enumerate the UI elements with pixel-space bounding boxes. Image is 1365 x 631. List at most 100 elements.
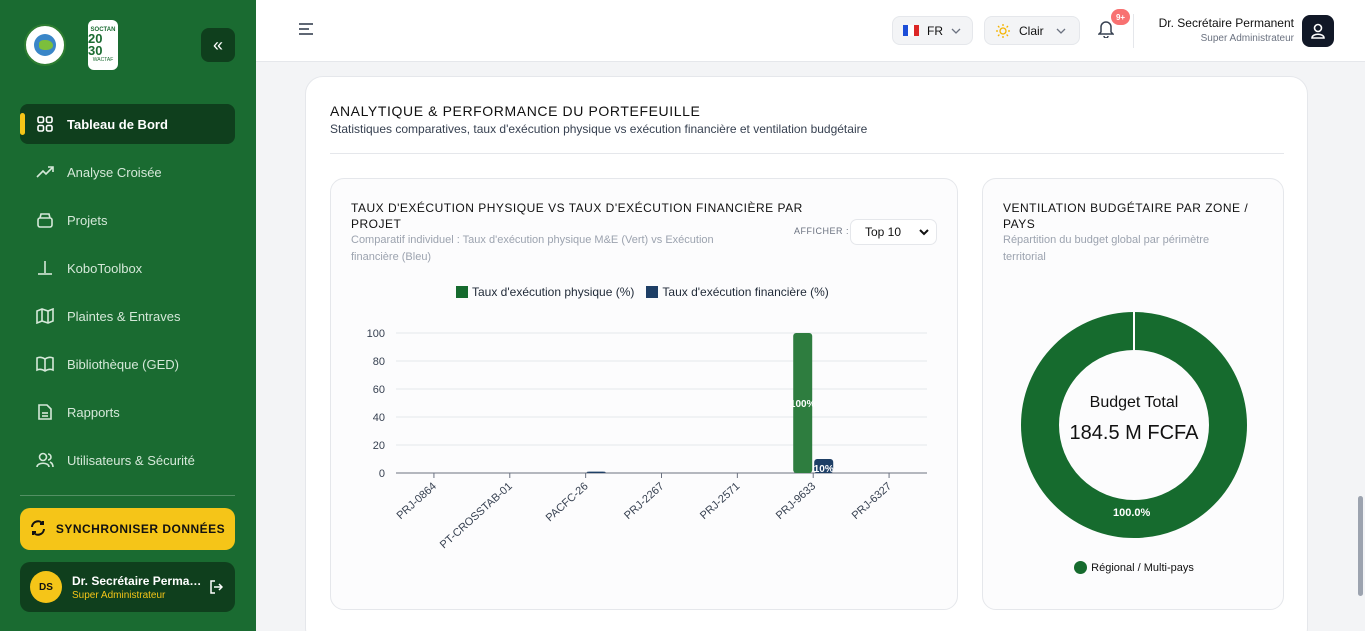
y-tick-label: 80	[373, 356, 385, 368]
x-tick-label: PRJ-0864	[395, 480, 439, 522]
bar	[793, 333, 813, 473]
donut-chart	[1021, 312, 1247, 538]
sidebar-item-label: Tableau de Bord	[67, 116, 168, 132]
legend-label: Taux d'exécution physique (%)	[472, 285, 635, 299]
sidebar-item-label: Analyse Croisée	[67, 164, 162, 180]
map-icon	[36, 307, 54, 325]
x-tick-label: PRJ-2571	[698, 480, 742, 522]
sidebar-item-label: KoboToolbox	[67, 260, 143, 276]
afficher-label: AFFICHER :	[794, 226, 850, 236]
top-n-select[interactable]: Top 10	[850, 219, 937, 245]
logout-icon[interactable]	[207, 578, 225, 596]
bar-card-title-line1: TAUX D'EXÉCUTION PHYSIQUE VS TAUX D'EXÉC…	[351, 201, 803, 215]
execution-chart-card: TAUX D'EXÉCUTION PHYSIQUE VS TAUX D'EXÉC…	[330, 178, 958, 610]
x-tick-label: PRJ-2267	[622, 480, 666, 522]
sidebar-item-label: Utilisateurs & Sécurité	[67, 452, 195, 468]
x-tick-label: PRJ-9633	[774, 480, 818, 522]
chart-legend: Taux d'exécution physique (%) Taux d'exé…	[456, 285, 829, 299]
sidebar-user-card: DS Dr. Secrétaire Permanent Super Admini…	[20, 562, 235, 612]
sidebar-item-label: Bibliothèque (GED)	[67, 356, 179, 372]
donut-legend[interactable]: Régional / Multi-pays	[983, 561, 1285, 574]
sync-icon	[30, 519, 46, 539]
user-name: Dr. Secrétaire Permanent	[72, 573, 207, 588]
sidebar-item-rapports[interactable]: Rapports	[20, 392, 235, 432]
logo-bot-text: WACTAF	[92, 57, 114, 63]
france-flag-icon	[903, 25, 919, 36]
tool-icon	[36, 259, 54, 277]
y-tick-label: 100	[367, 328, 385, 340]
x-tick-label: PRJ-6327	[850, 480, 894, 522]
x-tick-label: PT-CROSSTAB-01	[438, 480, 515, 551]
topbar-user[interactable]: Dr. Secrétaire Permanent Super Administr…	[1159, 16, 1294, 44]
sync-data-button[interactable]: SYNCHRONISER DONNÉES	[20, 508, 235, 550]
donut-card-subtitle-line1: Répartition du budget global par périmèt…	[1003, 234, 1210, 246]
legend-item-physique[interactable]: Taux d'exécution physique (%)	[456, 285, 634, 299]
topbar-divider	[1133, 14, 1134, 48]
sidebar-item-label: Plaintes & Entraves	[67, 308, 181, 324]
panel-subtitle: Statistiques comparatives, taux d'exécut…	[330, 122, 868, 136]
sync-label: SYNCHRONISER DONNÉES	[55, 522, 226, 536]
y-tick-label: 0	[379, 468, 385, 480]
grid-icon	[36, 115, 54, 133]
sidebar-item-tableau-de-bord[interactable]: Tableau de Bord	[20, 104, 235, 144]
legend-swatch	[646, 286, 659, 298]
legend-label: Taux d'exécution financière (%)	[662, 285, 829, 299]
topbar-user-role: Super Administrateur	[1200, 33, 1294, 44]
theme-select[interactable]: Clair	[984, 16, 1080, 45]
legend-label: Régional / Multi-pays	[1091, 561, 1194, 574]
donut-card-title: VENTILATION BUDGÉTAIRE PAR ZONE / PAYS	[1003, 200, 1248, 232]
language-value: FR	[927, 23, 943, 38]
logo-top-text: SOCTAN	[90, 27, 116, 33]
collapse-sidebar-button[interactable]: «	[201, 28, 235, 62]
donut-card-title-line1: VENTILATION BUDGÉTAIRE PAR ZONE /	[1003, 201, 1249, 215]
bar-card-title: TAUX D'EXÉCUTION PHYSIQUE VS TAUX D'EXÉC…	[351, 200, 803, 232]
bar	[814, 459, 834, 473]
x-tick-label: PACFC-26	[544, 480, 591, 524]
sidebar-divider	[20, 495, 235, 496]
y-tick-label: 20	[373, 440, 385, 452]
donut-card-subtitle-line2: territorial	[1003, 251, 1046, 263]
bar-data-label: 100%	[790, 399, 816, 410]
program-logo: SOCTAN 20 30 WACTAF	[88, 20, 118, 70]
scrollbar-thumb[interactable]	[1358, 496, 1363, 596]
bar-card-title-line2: PROJET	[351, 217, 402, 231]
theme-value: Clair	[1019, 23, 1044, 38]
panel-title: ANALYTIQUE & PERFORMANCE DU PORTEFEUILLE	[330, 103, 701, 119]
user-role: Super Administrateur	[72, 589, 166, 601]
topbar: FR Clair 9+ Dr. Secrétaire Permanent Sup…	[256, 0, 1365, 62]
logos: SOCTAN 20 30 WACTAF	[24, 20, 118, 70]
sidebar-item-analyse-croisee[interactable]: Analyse Croisée	[20, 152, 235, 192]
budget-total-value: 184.5 M FCFA	[1069, 421, 1199, 444]
bar-card-subtitle: Comparatif individuel : Taux d'exécution…	[351, 232, 714, 266]
scrollbar[interactable]	[1356, 62, 1365, 631]
budget-total-label: Budget Total	[1089, 393, 1179, 411]
avatar: DS	[30, 571, 62, 603]
sidebar-item-kobotoolbox[interactable]: KoboToolbox	[20, 248, 235, 288]
sidebar-item-projets[interactable]: Projets	[20, 200, 235, 240]
donut-card-subtitle: Répartition du budget global par périmèt…	[1003, 232, 1209, 266]
sidebar-item-utilisateurs[interactable]: Utilisateurs & Sécurité	[20, 440, 235, 480]
topbar-user-name: Dr. Secrétaire Permanent	[1158, 16, 1294, 30]
sun-icon	[996, 23, 1010, 38]
language-select[interactable]: FR	[892, 16, 973, 45]
menu-icon[interactable]	[298, 22, 316, 40]
bell-icon[interactable]	[1097, 20, 1116, 40]
sidebar-item-label: Rapports	[67, 404, 120, 420]
sidebar-item-bibliotheque[interactable]: Bibliothèque (GED)	[20, 344, 235, 384]
user-avatar-icon[interactable]	[1302, 15, 1334, 47]
bar	[586, 471, 606, 473]
sidebar-item-label: Projets	[67, 212, 108, 228]
box-icon	[36, 211, 54, 229]
sidebar: SOCTAN 20 30 WACTAF « Tableau de Bord An…	[0, 0, 256, 631]
logo-mid-text: 20 30	[88, 31, 103, 58]
top-n-value: Top 10	[865, 225, 902, 239]
sidebar-item-plaintes[interactable]: Plaintes & Entraves	[20, 296, 235, 336]
file-icon	[36, 403, 54, 421]
donut-slice-label: 100.0%	[1113, 507, 1151, 519]
bar-card-subtitle-line2: financière (Bleu)	[351, 251, 432, 263]
legend-item-financiere[interactable]: Taux d'exécution financière (%)	[646, 285, 829, 299]
org-logo	[24, 24, 66, 66]
legend-swatch	[456, 286, 468, 298]
chevron-down-icon	[919, 229, 929, 236]
